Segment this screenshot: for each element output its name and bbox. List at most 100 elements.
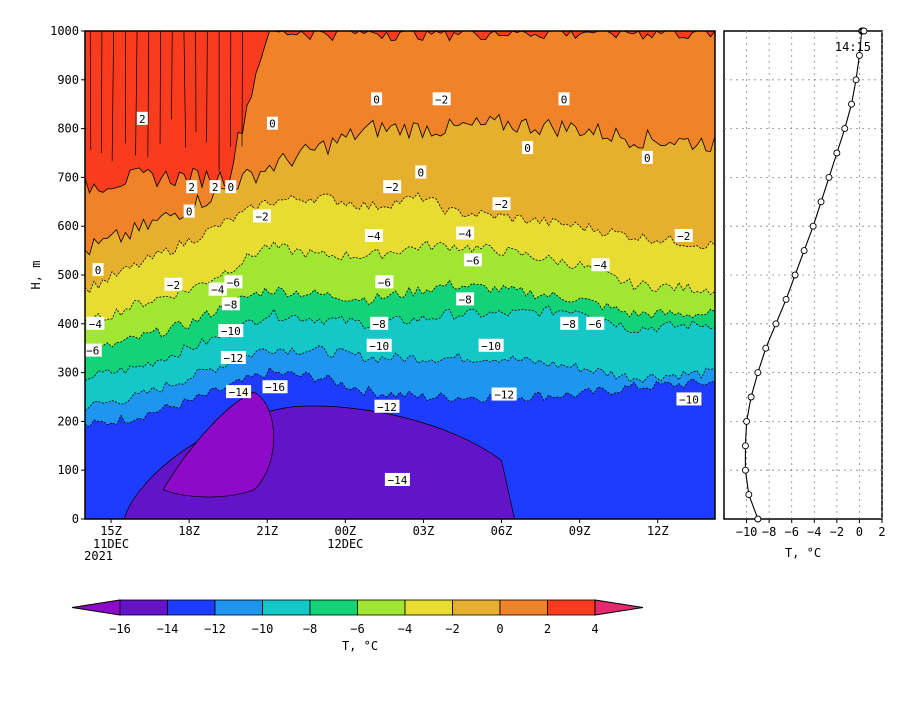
profile-x-tick-label: −6 — [784, 525, 798, 539]
colorbar-high-arrow — [595, 600, 643, 615]
contour-label: −10 — [221, 325, 241, 338]
profile-point — [783, 296, 789, 302]
colorbar-low-arrow — [72, 600, 120, 615]
y-tick-label: 800 — [57, 122, 79, 136]
x-tick-label: 00Z — [334, 524, 356, 538]
colorbar-tick-label: −2 — [445, 622, 459, 636]
contour-label: −10 — [369, 340, 389, 353]
contour-label: 0 — [227, 181, 234, 194]
profile-point — [861, 28, 867, 34]
profile-point — [801, 248, 807, 254]
y-tick-label: 500 — [57, 268, 79, 282]
contour-label: −2 — [167, 279, 180, 292]
profile-point — [849, 101, 855, 107]
colorbar-tick-label: −10 — [252, 622, 274, 636]
contour-label: −16 — [265, 381, 285, 394]
y-tick-label: 100 — [57, 463, 79, 477]
x-tick-label: 21Z — [256, 524, 278, 538]
profile-point — [792, 272, 798, 278]
colorbar-tick-label: 0 — [496, 622, 503, 636]
x-tick-label: 12Z — [647, 524, 669, 538]
colorbar-swatch — [548, 600, 596, 615]
contour-label: −10 — [481, 340, 501, 353]
profile-point — [744, 418, 750, 424]
profile-x-tick-label: −2 — [830, 525, 844, 539]
contour-label: −2 — [386, 181, 399, 194]
x-tick-label: 06Z — [491, 524, 513, 538]
colorbar-swatch — [358, 600, 406, 615]
profile-point — [834, 150, 840, 156]
contour-label: 2 — [212, 181, 219, 194]
contour-label: −4 — [89, 318, 103, 331]
colorbar-swatch — [500, 600, 548, 615]
contour-label: −12 — [223, 352, 243, 365]
x-tick-label: 18Z — [178, 524, 200, 538]
contour-label: −4 — [458, 228, 472, 241]
y-tick-label: 900 — [57, 73, 79, 87]
profile-point — [810, 223, 816, 229]
profile-x-tick-label: −10 — [736, 525, 758, 539]
profile-point — [755, 370, 761, 376]
colorbar-tick-label: 2 — [544, 622, 551, 636]
x-tick-sublabel: 12DEC — [327, 537, 363, 551]
contour-label: 0 — [524, 142, 531, 155]
contour-label: −2 — [677, 230, 690, 243]
profile-point — [742, 443, 748, 449]
contour-label: −10 — [679, 393, 699, 406]
x-tick-label: 09Z — [569, 524, 591, 538]
contour-label: −8 — [224, 298, 237, 311]
colorbar-tick-label: −16 — [109, 622, 131, 636]
x-tick-sublabel: 2021 — [84, 549, 113, 563]
contour-label: 0 — [95, 264, 102, 277]
contour-label: −6 — [86, 345, 99, 358]
colorbar-swatch — [120, 600, 168, 615]
contour-label: −6 — [378, 276, 391, 289]
contour-label: 2 — [188, 181, 195, 194]
contour-label: −8 — [563, 318, 576, 331]
contour-label: −4 — [594, 259, 608, 272]
contour-label: 2 — [139, 113, 146, 126]
contour-label: −4 — [211, 284, 225, 297]
y-tick-label: 200 — [57, 414, 79, 428]
contour-label: −8 — [373, 318, 386, 331]
colorbar-label: T, °C — [342, 639, 378, 653]
colorbar-tick-label: −8 — [303, 622, 317, 636]
profile-point — [818, 199, 824, 205]
y-tick-label: 600 — [57, 219, 79, 233]
y-tick-label: 0 — [72, 512, 79, 526]
x-tick-label: 15Z — [100, 524, 122, 538]
contour-label: −14 — [387, 474, 407, 487]
main-y-axis-label: H, m — [29, 261, 43, 290]
contour-label: −6 — [466, 254, 479, 267]
contour-label: 0 — [373, 93, 380, 106]
contour-label: −8 — [458, 293, 471, 306]
colorbar-swatch — [215, 600, 263, 615]
colorbar-tick-label: −14 — [157, 622, 179, 636]
colorbar-swatch — [263, 600, 311, 615]
y-tick-label: 300 — [57, 366, 79, 380]
contour-label: 0 — [644, 152, 651, 165]
x-tick-label: 03Z — [413, 524, 435, 538]
contour-label: −6 — [227, 276, 240, 289]
colorbar-tick-label: −6 — [350, 622, 364, 636]
profile-point — [853, 77, 859, 83]
profile-x-tick-label: −8 — [762, 525, 776, 539]
colorbar-swatch — [405, 600, 453, 615]
colorbar-tick-label: −12 — [204, 622, 226, 636]
profile-x-tick-label: 0 — [856, 525, 863, 539]
profile-point — [773, 321, 779, 327]
contour-label: −4 — [367, 230, 381, 243]
y-tick-label: 400 — [57, 317, 79, 331]
contour-label: 0 — [418, 167, 425, 180]
colorbar-swatch — [168, 600, 216, 615]
contour-label: 0 — [561, 93, 568, 106]
contour-label: 0 — [269, 118, 276, 131]
colorbar-swatch — [310, 600, 358, 615]
profile-point — [826, 174, 832, 180]
profile-point — [742, 467, 748, 473]
contour-label: −6 — [589, 318, 602, 331]
